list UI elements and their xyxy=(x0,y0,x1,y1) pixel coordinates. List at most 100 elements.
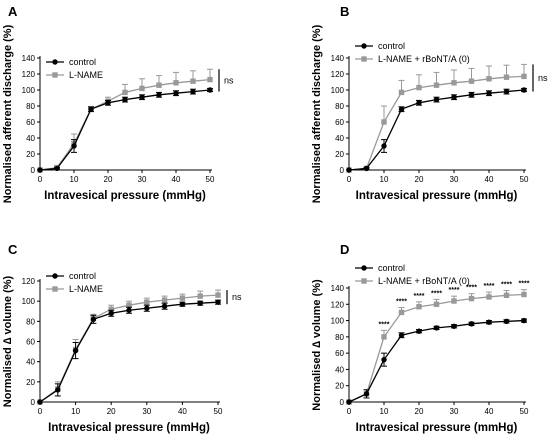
data-point xyxy=(197,300,203,306)
x-tick-label: 10 xyxy=(380,407,389,416)
legend-marker xyxy=(52,286,58,292)
significance-stars: **** xyxy=(414,293,425,300)
data-point xyxy=(108,306,114,312)
annotation-ns: ns xyxy=(224,75,234,85)
y-tick-label: 120 xyxy=(22,70,36,79)
annotation-ns: ns xyxy=(232,292,242,302)
x-tick-label: 50 xyxy=(520,175,529,184)
x-tick-label: 50 xyxy=(206,175,215,184)
data-point xyxy=(486,76,492,82)
data-point xyxy=(381,119,387,125)
y-tick-label: 60 xyxy=(26,338,35,347)
x-tick-label: 50 xyxy=(214,407,223,416)
x-tick-label: 30 xyxy=(450,175,459,184)
data-point xyxy=(90,316,97,323)
data-point xyxy=(521,291,527,298)
data-point xyxy=(521,87,527,93)
data-point xyxy=(88,106,94,112)
x-tick-label: 30 xyxy=(138,175,147,184)
series-control xyxy=(37,299,221,405)
x-tick-label: 10 xyxy=(380,175,389,184)
data-point xyxy=(173,80,179,86)
x-tick-label: 0 xyxy=(38,407,43,416)
y-tick-label: 140 xyxy=(331,54,345,63)
data-point xyxy=(179,295,186,301)
y-tick-label: 40 xyxy=(335,134,344,143)
y-axis-title: Normalised afferent discharge (%) xyxy=(2,24,14,203)
data-point xyxy=(486,294,492,300)
data-point xyxy=(398,332,405,338)
y-axis-title: Normalised ∆ volume (%) xyxy=(311,279,323,411)
data-point xyxy=(207,87,213,93)
x-tick-label: 0 xyxy=(347,175,352,184)
legend-marker xyxy=(361,43,367,49)
series-control xyxy=(346,87,527,173)
y-tick-label: 120 xyxy=(331,300,345,309)
y-tick-label: 140 xyxy=(331,284,345,293)
y-tick-label: 20 xyxy=(335,150,344,159)
x-axis-title: Intravesical pressure (mmHg) xyxy=(356,190,518,202)
data-point xyxy=(503,318,510,325)
series-treatment xyxy=(346,63,527,173)
data-point xyxy=(156,82,162,88)
x-tick-label: 10 xyxy=(70,175,79,184)
y-tick-label: 60 xyxy=(335,118,344,127)
legend-marker xyxy=(52,72,58,78)
annotation-ns: ns xyxy=(538,73,548,83)
panel-a: A 0 20 40 60 80 100 120 140 0 10 20 30 40 50 Normalised… xyxy=(2,4,234,203)
series-treatment xyxy=(346,289,527,405)
data-point xyxy=(363,391,370,397)
series-treatment xyxy=(37,68,213,173)
series-line xyxy=(348,319,525,403)
data-point xyxy=(416,100,422,106)
data-point xyxy=(398,89,405,96)
data-point xyxy=(363,165,370,172)
x-tick-label: 20 xyxy=(104,175,113,184)
y-tick-label: 0 xyxy=(340,398,345,407)
x-tick-label: 20 xyxy=(415,175,424,184)
legend-marker xyxy=(361,265,367,271)
data-point xyxy=(190,78,196,84)
series-control xyxy=(37,87,213,173)
y-tick-label: 60 xyxy=(26,118,35,127)
y-tick-label: 40 xyxy=(335,365,344,374)
significance-stars: **** xyxy=(449,287,460,294)
data-point xyxy=(156,92,162,98)
y-tick-label: 100 xyxy=(22,297,36,306)
data-point xyxy=(486,319,492,325)
data-point xyxy=(55,387,61,393)
panel-label: C xyxy=(8,242,18,257)
data-point xyxy=(451,298,457,304)
y-tick-label: 80 xyxy=(335,102,344,111)
panel-c: C 0 20 40 60 80 100 120 0 10 20 30 40 50 Normalised ∆ … xyxy=(2,242,242,434)
panel-label: A xyxy=(8,4,18,19)
data-point xyxy=(54,165,60,172)
data-point xyxy=(126,307,132,313)
y-tick-label: 20 xyxy=(335,382,344,391)
data-point xyxy=(215,299,221,305)
legend: control L-NAME xyxy=(46,57,103,80)
legend-label: control xyxy=(378,263,405,273)
x-tick-label: 40 xyxy=(172,175,181,184)
data-point xyxy=(144,299,150,305)
significance-stars: **** xyxy=(431,290,442,297)
data-point xyxy=(190,88,196,95)
data-point xyxy=(433,82,440,88)
y-tick-label: 0 xyxy=(31,166,36,175)
legend-label: L-NAME + rBoNT/A (0) xyxy=(378,276,470,286)
y-tick-label: 120 xyxy=(331,70,345,79)
data-point xyxy=(122,89,128,96)
y-tick-label: 100 xyxy=(331,317,345,326)
data-point xyxy=(398,106,405,112)
legend-label: L-NAME xyxy=(69,284,103,294)
legend-label: L-NAME + rBoNT/A (0) xyxy=(378,54,470,64)
x-tick-label: 20 xyxy=(415,407,424,416)
data-point xyxy=(346,399,352,405)
significance-stars: **** xyxy=(501,281,512,288)
x-tick-label: 0 xyxy=(38,175,43,184)
y-tick-label: 40 xyxy=(26,134,35,143)
data-point xyxy=(503,88,510,95)
data-point xyxy=(37,167,43,173)
legend-marker xyxy=(52,59,58,65)
data-point xyxy=(72,347,79,354)
